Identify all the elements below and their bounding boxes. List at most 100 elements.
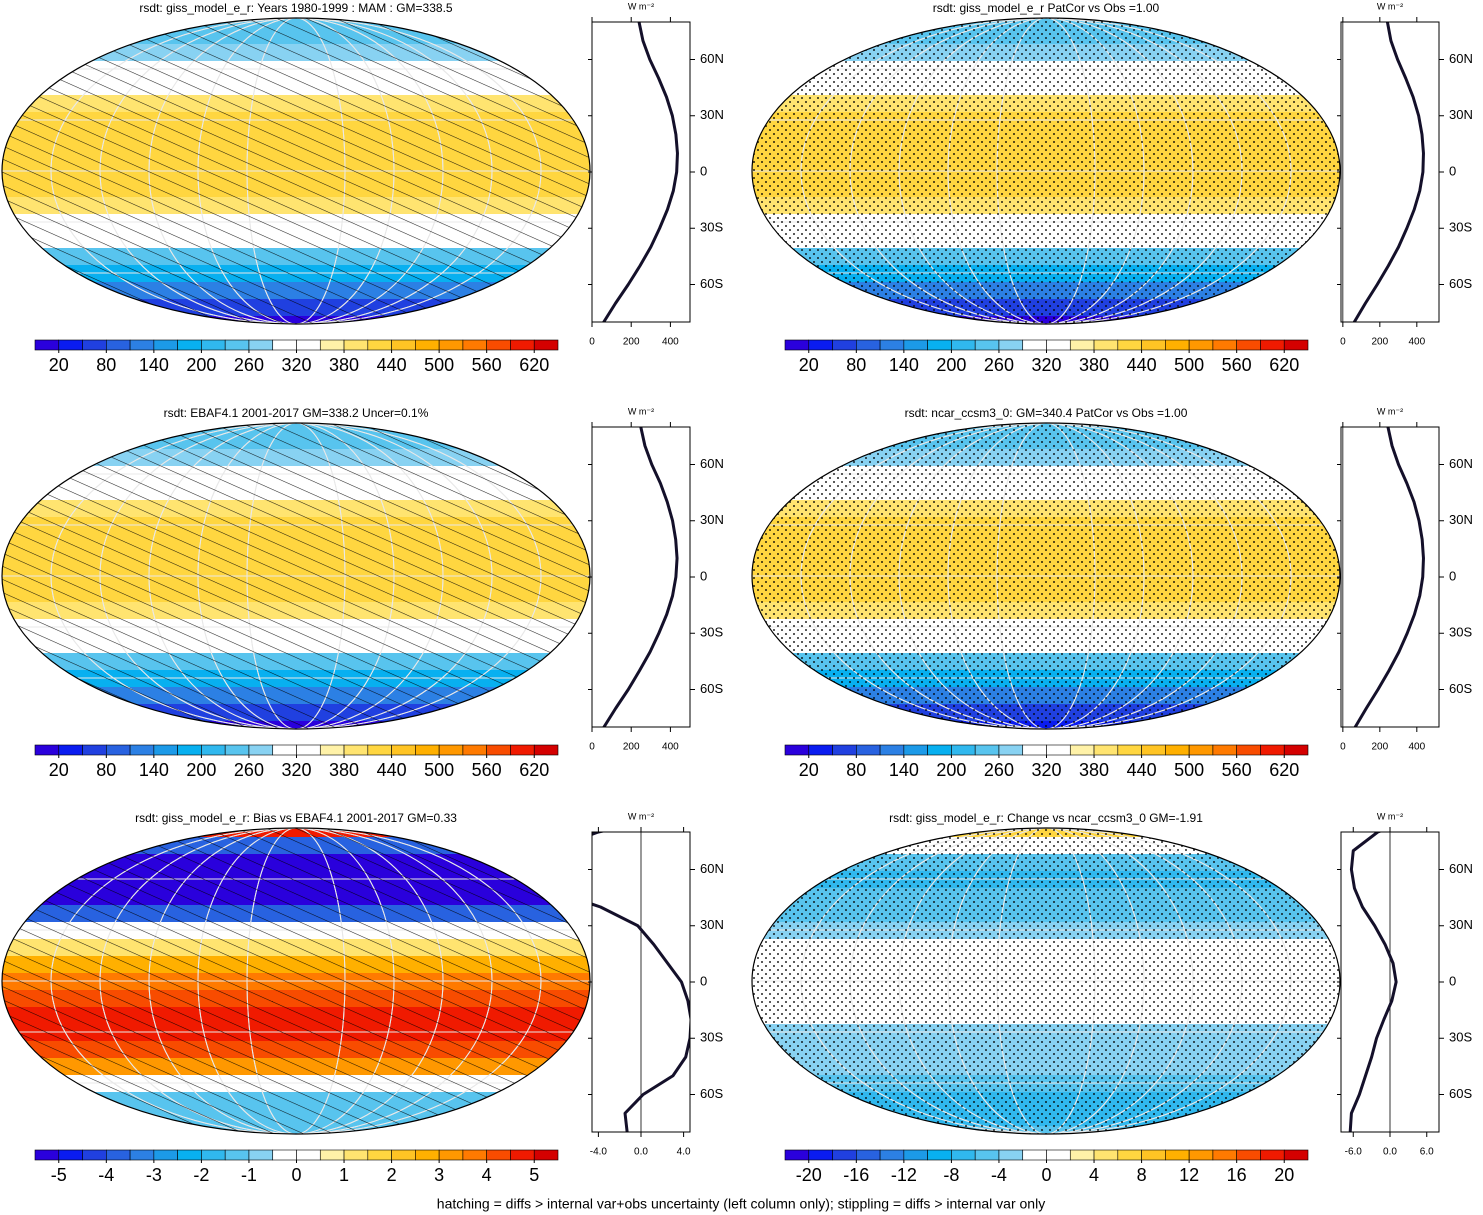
colorbar-label: 380 <box>329 760 359 780</box>
colorbar-box <box>1046 744 1071 756</box>
colorbar-label: 200 <box>186 355 216 375</box>
caption: hatching = diffs > internal var+obs unce… <box>437 1196 1045 1212</box>
x-tick-label: 6.0 <box>1420 1147 1434 1158</box>
colorbar-box <box>486 744 511 756</box>
y-tick-label: 30N <box>700 512 724 527</box>
colorbar-box <box>129 744 155 756</box>
map-title: rsdt: giss_model_e_r: Bias vs EBAF4.1 20… <box>135 811 457 825</box>
colorbar-box <box>415 744 440 756</box>
colorbar-box <box>510 744 535 756</box>
colorbar-label: 200 <box>186 760 216 780</box>
map-outline <box>751 827 1341 1135</box>
map-title: rsdt: ncar_ccsm3_0: GM=340.4 PatCor vs O… <box>905 406 1188 420</box>
map-outline <box>751 17 1341 325</box>
y-tick-label: 60N <box>700 456 724 471</box>
colorbar-box <box>153 1149 178 1161</box>
colorbar-box <box>879 744 905 756</box>
colorbar-box <box>951 1149 976 1161</box>
colorbar-box <box>1022 1149 1047 1161</box>
colorbar-box <box>533 1149 559 1161</box>
y-tick-label: 0 <box>1449 973 1456 988</box>
colorbar-label: 80 <box>846 760 866 780</box>
map-title: rsdt: giss_model_e_r: Change vs ncar_ccs… <box>889 811 1203 825</box>
colorbar-box <box>367 744 392 756</box>
colorbar-box <box>319 339 345 351</box>
colorbar-box <box>784 744 810 756</box>
map <box>2 423 590 729</box>
zonal-profile: W m⁻² 0 200 400 60N 30N 0 30S 60S <box>1337 1 1473 348</box>
colorbar-box <box>1260 744 1285 756</box>
colorbar-box <box>808 744 833 756</box>
colorbar-label: 620 <box>519 355 549 375</box>
x-tick-label: 200 <box>1371 337 1388 348</box>
colorbar-box <box>391 744 416 756</box>
colorbar-box <box>1117 1149 1142 1161</box>
colorbar-box <box>296 744 321 756</box>
colorbar-box <box>1069 339 1095 351</box>
colorbar-label: 440 <box>377 355 407 375</box>
colorbar-box <box>58 339 83 351</box>
colorbar-box <box>1236 339 1261 351</box>
colorbar-label: 260 <box>984 355 1014 375</box>
colorbar-label: 320 <box>1031 760 1061 780</box>
colorbar-label: 560 <box>472 355 502 375</box>
colorbar-box <box>1260 1149 1285 1161</box>
colorbar-label: 560 <box>1222 355 1252 375</box>
map <box>752 828 1340 1134</box>
colorbar-box <box>462 1149 487 1161</box>
colorbar-box <box>272 744 297 756</box>
colorbar-box <box>951 744 976 756</box>
colorbar-label: 620 <box>1269 760 1299 780</box>
colorbar-label: 500 <box>424 355 454 375</box>
map-title: rsdt: giss_model_e_r PatCor vs Obs =1.00 <box>933 1 1160 15</box>
colorbar-box <box>438 1149 464 1161</box>
map <box>2 18 590 324</box>
panel: rsdt: giss_model_e_r: Bias vs EBAF4.1 20… <box>1 811 591 1185</box>
y-tick-label: 30N <box>1449 107 1473 122</box>
colorbar-box <box>856 1149 881 1161</box>
colorbar-label: 500 <box>1174 760 1204 780</box>
x-tick-label: 400 <box>662 742 679 753</box>
colorbar-box <box>1093 339 1119 351</box>
colorbar-label: 80 <box>846 355 866 375</box>
colorbar-label: 16 <box>1227 1165 1247 1185</box>
y-tick-label: 60N <box>1449 51 1473 66</box>
colorbar-label: 0 <box>291 1165 301 1185</box>
significance-pattern <box>2 18 590 324</box>
colorbar-box <box>1165 1149 1190 1161</box>
colorbar-label: 620 <box>519 760 549 780</box>
colorbar-label: -1 <box>241 1165 257 1185</box>
colorbar-box <box>367 339 392 351</box>
y-tick-label: 0 <box>1449 163 1456 178</box>
colorbar-box <box>106 339 131 351</box>
colorbar-box <box>903 339 928 351</box>
colorbar-box <box>106 744 131 756</box>
panel: rsdt: ncar_ccsm3_0: GM=340.4 PatCor vs O… <box>751 406 1341 780</box>
colorbar-label: 0 <box>1041 1165 1051 1185</box>
colorbar-box <box>951 339 976 351</box>
colorbar-label: 140 <box>139 760 169 780</box>
colorbar-box <box>1141 1149 1166 1161</box>
profile-xlabel: W m⁻² <box>628 811 654 821</box>
colorbar-box <box>510 1149 535 1161</box>
colorbar-box <box>153 744 178 756</box>
colorbar-label: -5 <box>51 1165 67 1185</box>
colorbar-label: 20 <box>799 760 819 780</box>
colorbar-label: 260 <box>234 355 264 375</box>
colorbar-label: 12 <box>1179 1165 1199 1185</box>
significance-pattern <box>752 423 1340 729</box>
profile-frame <box>1340 426 1440 728</box>
colorbar-box <box>1141 744 1166 756</box>
colorbar-label: 80 <box>96 760 116 780</box>
colorbar-label: 4 <box>1089 1165 1099 1185</box>
map-title: rsdt: giss_model_e_r: Years 1980-1999 : … <box>139 1 452 15</box>
colorbar-label: -12 <box>891 1165 917 1185</box>
colorbar-label: 80 <box>96 355 116 375</box>
zonal-profile: W m⁻² 0 200 400 60N 30N 0 30S 60S <box>588 1 724 348</box>
y-tick-label: 30S <box>1449 220 1472 235</box>
colorbar-box <box>808 1149 833 1161</box>
colorbar-box <box>1069 744 1095 756</box>
map-title: rsdt: EBAF4.1 2001-2017 GM=338.2 Uncer=0… <box>164 406 429 420</box>
y-tick-label: 60S <box>700 276 723 291</box>
colorbar-box <box>248 744 274 756</box>
